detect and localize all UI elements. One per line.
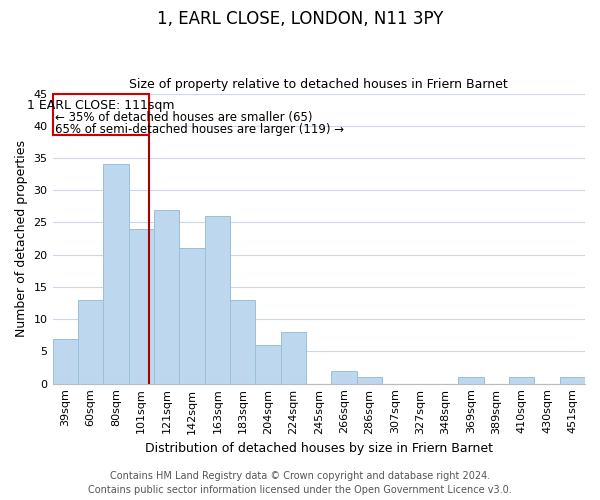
Bar xyxy=(128,229,154,384)
Bar xyxy=(179,248,205,384)
Text: 1, EARL CLOSE, LONDON, N11 3PY: 1, EARL CLOSE, LONDON, N11 3PY xyxy=(157,10,443,28)
X-axis label: Distribution of detached houses by size in Friern Barnet: Distribution of detached houses by size … xyxy=(145,442,493,455)
Bar xyxy=(458,377,484,384)
Bar xyxy=(281,332,306,384)
FancyBboxPatch shape xyxy=(53,94,149,136)
Text: ← 35% of detached houses are smaller (65): ← 35% of detached houses are smaller (65… xyxy=(55,111,313,124)
Text: 1 EARL CLOSE: 111sqm: 1 EARL CLOSE: 111sqm xyxy=(27,98,175,112)
Bar xyxy=(154,210,179,384)
Bar xyxy=(103,164,128,384)
Text: Contains HM Land Registry data © Crown copyright and database right 2024.
Contai: Contains HM Land Registry data © Crown c… xyxy=(88,471,512,495)
Bar xyxy=(509,377,534,384)
Bar xyxy=(357,377,382,384)
Bar xyxy=(256,345,281,384)
Text: 65% of semi-detached houses are larger (119) →: 65% of semi-detached houses are larger (… xyxy=(55,122,344,136)
Bar xyxy=(205,216,230,384)
Y-axis label: Number of detached properties: Number of detached properties xyxy=(15,140,28,337)
Bar xyxy=(78,300,103,384)
Bar xyxy=(53,338,78,384)
Bar xyxy=(230,300,256,384)
Bar xyxy=(560,377,585,384)
Title: Size of property relative to detached houses in Friern Barnet: Size of property relative to detached ho… xyxy=(130,78,508,91)
Bar xyxy=(331,371,357,384)
